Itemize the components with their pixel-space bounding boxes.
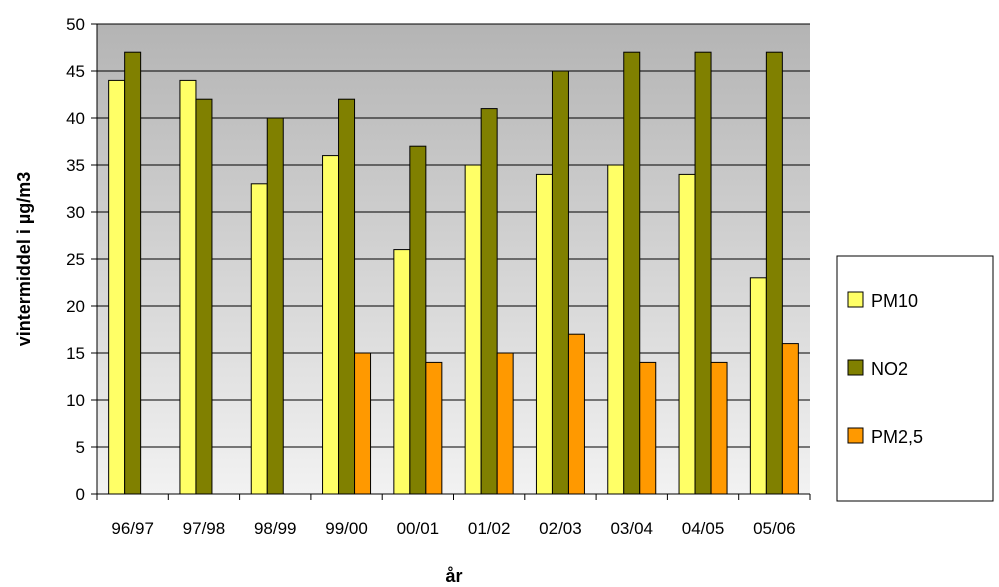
bar-pm10	[607, 164, 625, 495]
x-tick-label: 05/06	[753, 519, 796, 538]
bar-pm2-5	[710, 361, 728, 495]
x-tick-label: 02/03	[539, 519, 582, 538]
bar-no2	[765, 51, 783, 495]
x-axis-title: år	[445, 566, 462, 586]
bar-no2	[338, 98, 356, 495]
y-tick-label: 45	[66, 62, 85, 81]
y-tick-label: 35	[66, 156, 85, 175]
axes	[91, 23, 811, 500]
x-tick-label: 96/97	[111, 519, 154, 538]
x-tick-label: 01/02	[468, 519, 511, 538]
bar-no2	[124, 51, 142, 495]
x-tick-label: 00/01	[397, 519, 440, 538]
bar-pm10	[749, 277, 767, 495]
y-tick-label: 20	[66, 297, 85, 316]
legend-label: NO2	[871, 359, 908, 379]
y-axis-title: vintermiddel i µg/m3	[14, 172, 34, 346]
bar-pm2-5	[567, 333, 585, 495]
y-tick-label: 15	[66, 344, 85, 363]
x-tick-label: 04/05	[682, 519, 725, 538]
y-tick-label: 25	[66, 250, 85, 269]
x-tick-label: 99/00	[325, 519, 368, 538]
bars	[108, 51, 799, 495]
bar-no2	[480, 108, 498, 495]
bar-pm10	[464, 164, 482, 495]
bar-no2	[409, 145, 427, 495]
legend-swatch	[847, 359, 864, 376]
bar-pm10	[322, 155, 340, 495]
bar-pm2-5	[781, 343, 799, 495]
gridlines	[97, 23, 810, 448]
legend: PM10 NO2 PM2,5	[836, 255, 994, 502]
legend-label: PM2,5	[871, 427, 923, 447]
bar-pm10	[535, 173, 553, 495]
legend-label: PM10	[871, 291, 918, 311]
x-tick-labels: 96/97 97/98 98/99 99/00 00/01 01/02 02/03 03/04…	[111, 519, 795, 538]
bar-pm2-5	[639, 361, 657, 495]
y-tick-label: 10	[66, 391, 85, 410]
legend-swatch	[847, 291, 864, 308]
bar-no2	[623, 51, 641, 495]
legend-swatch	[847, 427, 864, 444]
bar-no2	[266, 117, 284, 495]
y-tick-labels: 0 5 10 15 20 25 30 35 40 45 50	[66, 15, 85, 504]
y-tick-label: 0	[76, 485, 85, 504]
x-tick-label: 98/99	[254, 519, 297, 538]
bar-pm10	[108, 79, 126, 495]
bar-pm10	[179, 79, 197, 495]
x-tick-label: 03/04	[610, 519, 653, 538]
bar-pm2-5	[354, 352, 372, 495]
bar-pm10	[250, 183, 268, 495]
bar-no2	[551, 70, 569, 495]
y-tick-label: 5	[76, 438, 85, 457]
y-tick-label: 40	[66, 109, 85, 128]
y-tick-label: 50	[66, 15, 85, 34]
x-tick-label: 97/98	[183, 519, 226, 538]
y-tick-label: 30	[66, 203, 85, 222]
bar-pm2-5	[496, 352, 514, 495]
bar-pm2-5	[425, 361, 443, 495]
bar-no2	[694, 51, 712, 495]
bar-pm10	[678, 173, 696, 495]
bar-no2	[195, 98, 213, 495]
bar-pm10	[393, 249, 411, 495]
